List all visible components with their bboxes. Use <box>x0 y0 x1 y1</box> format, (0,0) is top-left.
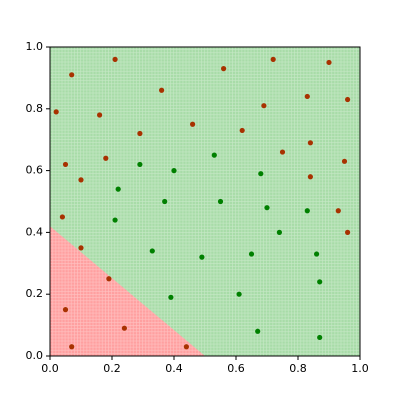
point <box>78 245 84 251</box>
x-tick-label: 0.0 <box>41 362 59 375</box>
point <box>276 229 282 235</box>
point <box>314 251 320 257</box>
point <box>190 121 196 127</box>
x-tick-label: 0.8 <box>289 362 307 375</box>
point <box>345 96 351 103</box>
point <box>78 177 84 183</box>
y-tick-label: 0.8 <box>26 102 44 115</box>
point <box>168 294 174 300</box>
point <box>159 87 165 93</box>
point <box>335 208 341 214</box>
point <box>137 130 143 137</box>
point <box>255 328 261 334</box>
point <box>59 214 65 220</box>
point <box>112 56 118 62</box>
point <box>211 152 217 158</box>
point <box>221 66 227 72</box>
x-tick-label: 0.2 <box>103 362 121 375</box>
y-tick-label: 0.0 <box>26 349 44 362</box>
y-tick-label: 0.4 <box>26 225 44 238</box>
point <box>199 254 205 260</box>
point <box>317 334 323 341</box>
point <box>248 251 255 257</box>
point <box>326 59 332 66</box>
point <box>279 149 286 155</box>
point <box>112 217 118 223</box>
point <box>304 93 310 100</box>
point <box>53 109 59 115</box>
point <box>239 127 245 134</box>
plot-frame <box>49 46 361 357</box>
point <box>69 72 75 78</box>
y-tick-label: 0.6 <box>26 164 44 177</box>
point <box>258 171 264 177</box>
point <box>317 279 323 285</box>
point <box>149 248 155 254</box>
point <box>341 158 348 164</box>
point <box>115 186 121 192</box>
point <box>307 140 313 146</box>
point <box>183 344 189 350</box>
point <box>62 307 69 313</box>
point <box>103 155 109 161</box>
point <box>106 276 112 282</box>
point <box>62 161 69 168</box>
point <box>304 208 310 214</box>
point <box>217 198 224 205</box>
point <box>261 103 267 109</box>
point <box>171 168 177 174</box>
point <box>270 56 276 62</box>
point <box>162 198 168 205</box>
x-tick-label: 0.4 <box>165 362 183 375</box>
point <box>121 325 127 331</box>
x-tick-label: 0.6 <box>227 362 245 375</box>
point <box>97 112 103 118</box>
point <box>236 291 242 297</box>
mesh <box>50 47 360 356</box>
point <box>345 229 351 235</box>
x-tick-label: 1.0 <box>351 362 369 375</box>
y-tick-label: 0.2 <box>26 287 44 300</box>
y-tick-label: 1.0 <box>26 40 44 53</box>
point <box>137 161 143 168</box>
point <box>69 344 75 350</box>
point <box>264 205 270 211</box>
point <box>307 174 313 180</box>
